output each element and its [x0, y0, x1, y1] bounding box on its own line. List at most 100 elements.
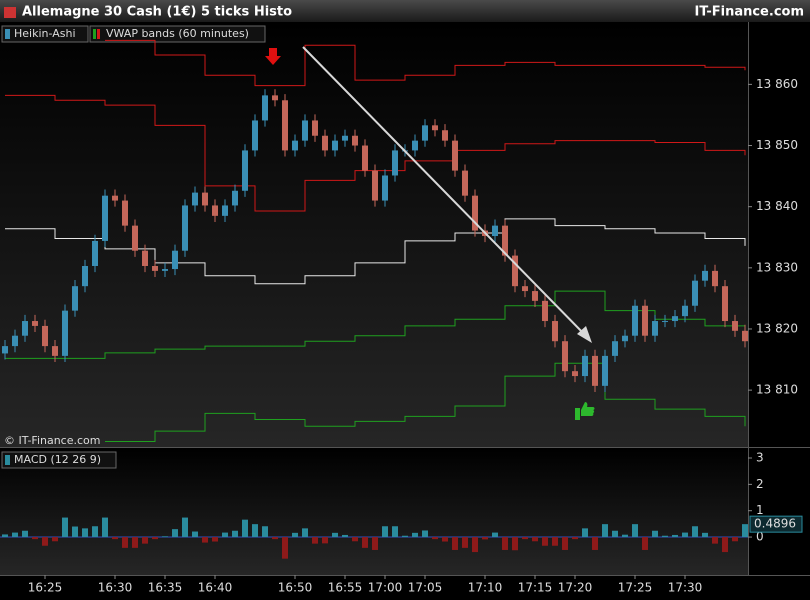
macd-bar: [292, 532, 298, 538]
macd-bar: [202, 537, 208, 543]
candle-body: [252, 120, 258, 151]
candle-body: [72, 286, 78, 311]
candle-body: [352, 135, 358, 146]
y-tick-label: 13 850: [756, 138, 798, 152]
candle-body: [302, 120, 308, 141]
macd-bar: [102, 517, 108, 538]
y-tick-label: 1: [756, 503, 764, 517]
candle-body: [702, 270, 708, 281]
legend-swatch: [5, 29, 10, 39]
macd-bar: [162, 536, 168, 538]
candle-body: [692, 280, 698, 306]
candle-body: [712, 270, 718, 287]
candle-body: [282, 100, 288, 151]
macd-bar: [82, 528, 88, 538]
candle-body: [732, 321, 738, 331]
candle-body: [502, 225, 508, 256]
y-tick-label: 13 860: [756, 77, 798, 91]
candle-body: [242, 150, 248, 191]
legend-swatch: [5, 455, 10, 465]
macd-bar: [122, 537, 128, 548]
candle-body: [672, 316, 678, 322]
legend-box: [1, 25, 89, 43]
macd-bar: [252, 524, 258, 538]
macd-bar: [492, 532, 498, 538]
legend-swatch: [97, 29, 100, 39]
candle-body: [202, 192, 208, 206]
macd-bar: [652, 530, 658, 538]
candle-body: [392, 150, 398, 176]
macd-bar: [172, 529, 178, 538]
candle-body: [12, 335, 18, 347]
macd-bar: [552, 537, 558, 546]
vwap-band: [5, 218, 746, 285]
x-tick-label: 16:40: [198, 581, 233, 595]
macd-bar: [92, 526, 98, 538]
macd-bar: [112, 537, 118, 540]
candle-body: [662, 321, 668, 323]
candle-body: [52, 346, 58, 356]
x-tick-label: 17:15: [518, 581, 553, 595]
candle-body: [182, 205, 188, 251]
title-bar: [0, 0, 810, 22]
candle-body: [162, 269, 168, 271]
candle-body: [722, 286, 728, 322]
app-icon: [4, 7, 16, 18]
macd-bar: [562, 537, 568, 550]
macd-bar: [692, 526, 698, 538]
vwap-band: [5, 94, 746, 212]
macd-bar: [722, 537, 728, 553]
macd-bar: [632, 524, 638, 538]
y-tick-label: 13 840: [756, 199, 798, 213]
macd-bar: [52, 537, 58, 542]
macd-bar: [732, 537, 738, 542]
candle-body: [452, 140, 458, 171]
y-tick-label: 13 810: [756, 383, 798, 397]
macd-bar: [62, 517, 68, 538]
candle-body: [592, 355, 598, 386]
candle-body: [62, 310, 68, 356]
macd-bar: [472, 537, 478, 553]
macd-bar: [442, 537, 448, 542]
macd-bar: [302, 528, 308, 538]
candle-body: [2, 346, 8, 354]
candle-body: [542, 300, 548, 322]
macd-bar: [592, 537, 598, 550]
macd-bar: [642, 537, 648, 550]
candle-body: [192, 192, 198, 206]
macd-bar: [132, 537, 138, 548]
macd-bar: [372, 537, 378, 550]
candle-body: [212, 205, 218, 216]
macd-bar: [222, 532, 228, 538]
macd-bar: [742, 524, 748, 538]
candle-body: [532, 291, 538, 301]
candle-body: [512, 255, 518, 287]
macd-pane: [0, 448, 748, 575]
macd-bar: [532, 537, 538, 542]
macd-bar: [322, 537, 328, 544]
macd-bar: [312, 537, 318, 544]
macd-bar: [242, 519, 248, 538]
candle-body: [462, 170, 468, 196]
candle-body: [472, 195, 478, 231]
candle-body: [602, 355, 608, 386]
y-tick-label: 13 820: [756, 321, 798, 335]
sell-signal: [265, 48, 281, 65]
x-tick-label: 16:25: [28, 581, 63, 595]
candle-body: [372, 170, 378, 201]
arrow-head: [577, 326, 592, 343]
macd-bar: [582, 528, 588, 538]
macd-bar: [152, 537, 158, 540]
x-tick-label: 17:25: [618, 581, 653, 595]
macd-bar: [572, 537, 578, 540]
macd-bar: [392, 526, 398, 538]
macd-title: MACD (12 26 9): [14, 453, 101, 466]
x-tick-label: 17:10: [468, 581, 503, 595]
source: IT-Finance.com: [695, 5, 804, 20]
macd-bar: [362, 537, 368, 548]
candle-body: [432, 125, 438, 131]
candle-body: [332, 140, 338, 151]
vwap-band: [105, 39, 746, 87]
chart-title: Allemagne 30 Cash (1€) 5 ticks Histo: [22, 5, 292, 20]
macd-bar: [352, 537, 358, 542]
